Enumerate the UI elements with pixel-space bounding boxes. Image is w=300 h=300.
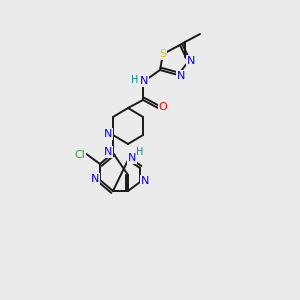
- Text: N: N: [104, 147, 112, 157]
- Text: N: N: [177, 71, 185, 81]
- Text: S: S: [159, 49, 167, 59]
- Text: N: N: [140, 76, 148, 86]
- Text: N: N: [104, 129, 112, 139]
- Text: O: O: [159, 102, 167, 112]
- Text: N: N: [141, 176, 149, 186]
- Text: N: N: [187, 56, 195, 66]
- Text: H: H: [136, 147, 144, 157]
- Text: N: N: [128, 153, 136, 163]
- Text: N: N: [91, 174, 99, 184]
- Text: Cl: Cl: [75, 150, 86, 160]
- Text: H: H: [131, 75, 139, 85]
